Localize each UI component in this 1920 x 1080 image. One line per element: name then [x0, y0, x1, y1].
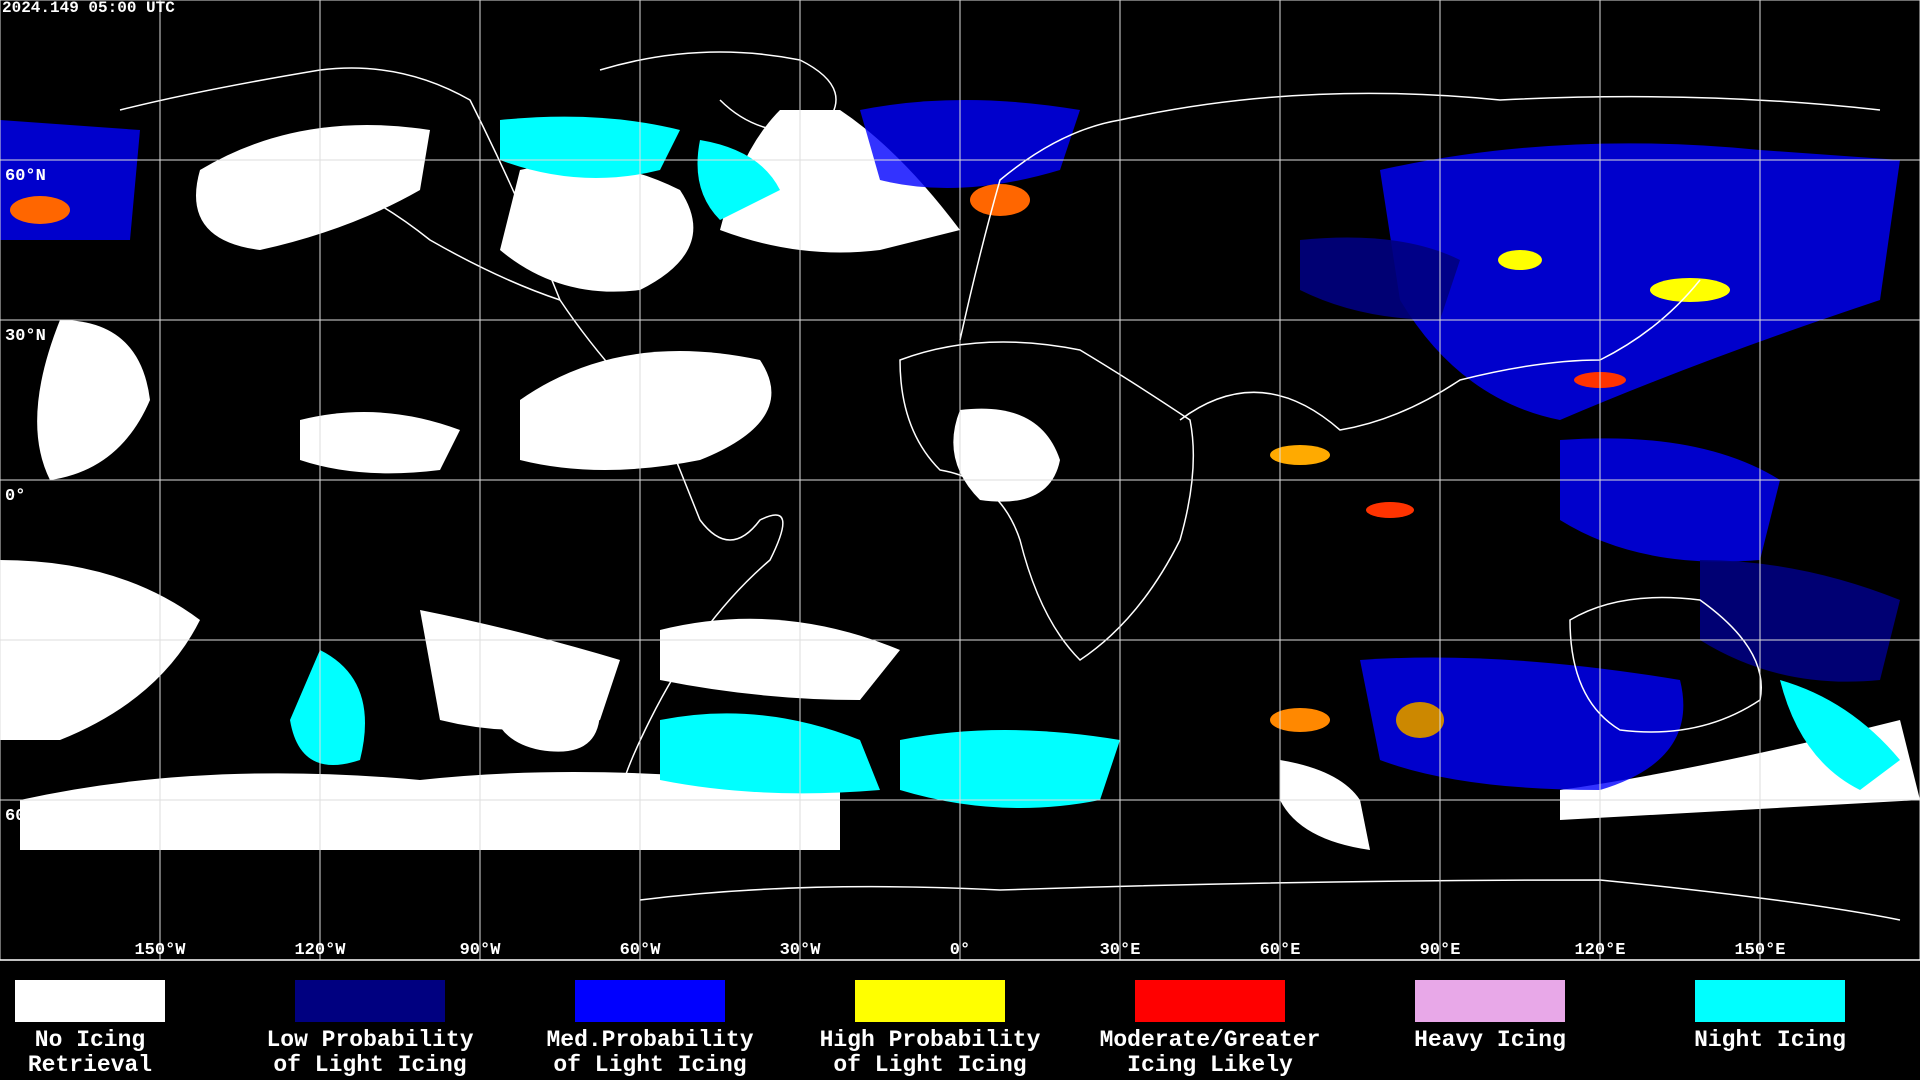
yellow-spot: [1270, 445, 1330, 465]
night-patch: [660, 713, 880, 794]
latitude-label: 30°N: [5, 327, 46, 346]
cloud: [37, 320, 151, 480]
legend-label: of Light Icing: [273, 1052, 466, 1078]
longitude-label: 60°E: [1260, 941, 1301, 960]
south-asia-coast: [1179, 279, 1701, 431]
longitude-label: 30°E: [1100, 941, 1141, 960]
legend-label: Icing Likely: [1127, 1052, 1293, 1078]
orange-spot: [10, 196, 70, 224]
legend-swatch: [575, 980, 725, 1022]
longitude-label: 90°W: [460, 941, 502, 960]
night-patch: [1780, 680, 1900, 790]
legend-label: of Light Icing: [553, 1052, 746, 1078]
americas-coast: [119, 67, 784, 801]
eurasia-coast: [959, 92, 1881, 341]
latitude-label: 0°: [5, 487, 25, 506]
legend-swatch: [295, 980, 445, 1022]
latitude-label: 60°S: [5, 807, 46, 826]
legend-label: Med.Probability: [546, 1027, 753, 1053]
legend-label: Night Icing: [1694, 1027, 1846, 1053]
yellow-spot: [1650, 278, 1730, 302]
cloud: [300, 412, 460, 474]
high-probability-spots: [10, 184, 1730, 738]
night-patch: [900, 730, 1120, 808]
legend-label: Retrieval: [28, 1052, 152, 1078]
cloud: [20, 772, 840, 850]
orange-spot: [1396, 702, 1444, 738]
orange-spot: [970, 184, 1030, 216]
map: [0, 0, 1920, 961]
legend-swatch: [1695, 980, 1845, 1022]
legend-swatch: [1415, 980, 1565, 1022]
legend-label: of Light Icing: [833, 1052, 1026, 1078]
longitude-label: 90°E: [1420, 941, 1461, 960]
longitude-label: 150°E: [1734, 941, 1785, 960]
cloud: [520, 351, 772, 470]
longitude-label: 120°E: [1574, 941, 1625, 960]
night-patch: [290, 650, 365, 765]
legend-label: High Probability: [820, 1027, 1041, 1053]
cloud: [953, 408, 1060, 502]
cloud: [660, 618, 900, 700]
longitude-label: 120°W: [294, 941, 346, 960]
antarctica-coast: [639, 879, 1901, 921]
blue-area: [1560, 438, 1780, 562]
cloud: [0, 560, 200, 740]
longitude-label: 0°: [950, 941, 970, 960]
cloud: [490, 687, 600, 752]
latitude-label: 30°S: [5, 647, 46, 666]
graticule: [0, 0, 1920, 961]
red-spot: [1366, 502, 1414, 518]
yellow-spot: [1498, 250, 1542, 270]
legend-label: No Icing: [35, 1027, 145, 1053]
cloud: [196, 125, 430, 250]
navy-area: [1300, 237, 1460, 320]
legend-label: Low Probability: [266, 1027, 473, 1053]
longitude-label: 60°W: [620, 941, 662, 960]
longitude-label: 150°W: [134, 941, 186, 960]
blue-area: [1380, 143, 1900, 421]
longitude-label: 30°W: [780, 941, 822, 960]
greenland-coast: [599, 51, 837, 133]
blue-area: [1360, 657, 1684, 790]
legend-label: Heavy Icing: [1414, 1027, 1566, 1053]
cloud: [500, 163, 694, 292]
night-patch: [500, 116, 680, 178]
no-icing-areas: [0, 110, 1920, 850]
africa-coast: [899, 341, 1195, 661]
timestamp: 2024.149 05:00 UTC: [2, 0, 175, 17]
blue-area: [860, 100, 1080, 188]
legend-swatch: [15, 980, 165, 1022]
legend-swatch: [855, 980, 1005, 1022]
legend-label: Moderate/Greater: [1100, 1027, 1321, 1053]
cloud: [720, 110, 960, 253]
orange-spot: [1270, 708, 1330, 732]
latitude-label: 60°N: [5, 167, 46, 186]
cloud: [1280, 760, 1370, 850]
legend-swatch: [1135, 980, 1285, 1022]
north-america-coast: [329, 179, 561, 301]
